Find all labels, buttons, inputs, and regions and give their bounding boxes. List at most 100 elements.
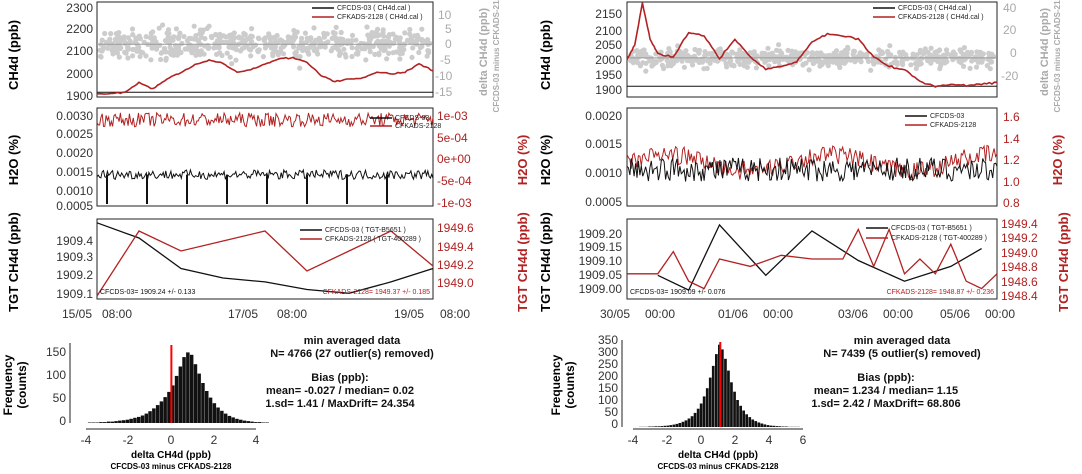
histogram-bar xyxy=(193,364,198,423)
histogram-bar xyxy=(152,408,156,423)
delta-point xyxy=(152,44,158,50)
delta-point xyxy=(640,60,646,66)
delta-point xyxy=(224,50,230,56)
x-tick: -2 xyxy=(662,433,673,447)
histogram-bar xyxy=(91,422,96,423)
histogram-bar xyxy=(133,417,137,423)
delta-point xyxy=(419,43,425,49)
delta-point xyxy=(844,54,850,60)
histogram-bar xyxy=(201,383,205,423)
y2-axis-sublabel: CFCDS-03 minus CFKADS-2128 xyxy=(492,0,501,112)
y-tick: 1900 xyxy=(595,83,622,97)
delta-point xyxy=(275,52,281,58)
delta-point xyxy=(137,48,143,55)
delta-point xyxy=(689,62,696,68)
y2-tick: 1e-03 xyxy=(437,109,468,123)
delta-point xyxy=(717,46,723,52)
delta-point xyxy=(148,57,154,63)
delta-point xyxy=(148,30,154,36)
histogram-bar xyxy=(216,407,220,423)
delta-point xyxy=(390,31,396,37)
delta-point xyxy=(963,54,969,60)
delta-point xyxy=(987,66,993,72)
y-tick: 50 xyxy=(53,391,67,405)
delta-point xyxy=(696,50,702,56)
delta-point xyxy=(822,59,829,65)
histogram-bar xyxy=(690,416,694,427)
delta-point xyxy=(958,49,964,55)
histogram-bar xyxy=(242,420,247,423)
y-tick: 50 xyxy=(605,405,619,419)
y-tick: 0.0010 xyxy=(585,166,622,180)
delta-point xyxy=(834,52,840,58)
delta-point xyxy=(313,37,319,43)
stats-line: Bias (ppb): xyxy=(311,372,368,384)
delta-point xyxy=(643,51,649,57)
histogram-bar xyxy=(681,421,685,427)
x-axis-sublabel: CFCDS-03 minus CFKADS-2128 xyxy=(658,462,779,471)
delta-point xyxy=(372,51,378,58)
delta-point xyxy=(285,38,291,44)
delta-point xyxy=(404,37,411,44)
histogram-bar xyxy=(696,408,700,427)
delta-point xyxy=(397,56,403,62)
y2-tick: 40 xyxy=(1003,1,1017,15)
histogram-bar xyxy=(99,422,103,423)
delta-point xyxy=(364,24,370,30)
y2-tick: 1949.6 xyxy=(437,221,474,235)
y2-tick: -5e-04 xyxy=(437,174,472,188)
y2-tick: 1949.4 xyxy=(1001,217,1038,231)
delta-point xyxy=(271,34,277,40)
delta-point xyxy=(266,31,272,37)
delta-point xyxy=(125,35,131,41)
delta-point xyxy=(107,36,113,42)
delta-point xyxy=(242,39,248,45)
delta-point xyxy=(305,37,311,44)
delta-point xyxy=(367,49,373,55)
histogram-bar xyxy=(708,377,712,427)
y-axis-label: Frequency xyxy=(1,354,15,415)
legend-entry: CFKADS-2128 xyxy=(395,123,441,130)
delta-point xyxy=(386,43,392,49)
histogram-bar xyxy=(205,391,209,423)
histogram-bar xyxy=(651,426,654,427)
delta-point xyxy=(143,53,149,59)
delta-point xyxy=(291,44,297,50)
y-axis-label: TGT CH4d (ppb) xyxy=(6,212,21,312)
delta-point xyxy=(151,39,157,45)
delta-point xyxy=(865,58,872,64)
delta-point xyxy=(659,62,666,68)
histogram-bar xyxy=(760,423,764,427)
histogram-bar xyxy=(129,418,133,423)
delta-point xyxy=(407,31,413,37)
delta-point xyxy=(302,30,308,36)
delta-point xyxy=(744,64,751,70)
delta-point xyxy=(191,36,197,42)
delta-point xyxy=(349,32,356,39)
y-tick: 2200 xyxy=(66,22,93,36)
delta-point xyxy=(158,56,164,63)
y-tick: 0.0025 xyxy=(56,127,93,141)
delta-point xyxy=(110,44,116,50)
delta-point xyxy=(234,42,240,48)
y-tick: 0.0005 xyxy=(585,195,622,209)
delta-point xyxy=(837,64,843,71)
delta-point xyxy=(942,60,948,66)
x-tick: 30/05 xyxy=(600,307,630,321)
legend-entry: CFKADS-2128 xyxy=(930,122,976,129)
stats-line: mean= 1.234 / median= 1.15 xyxy=(814,385,958,397)
y-tick: 1900 xyxy=(66,89,93,103)
delta-point xyxy=(666,46,672,52)
histogram-bar xyxy=(235,418,239,423)
delta-point xyxy=(979,51,985,57)
y-axis-label: CH4d (ppb) xyxy=(6,20,21,90)
delta-point xyxy=(130,53,136,59)
delta-point xyxy=(166,30,172,37)
delta-point xyxy=(321,30,327,36)
delta-point xyxy=(156,25,162,31)
plot-frame xyxy=(96,1,434,98)
delta-point xyxy=(848,57,854,63)
delta-point xyxy=(347,38,353,44)
y-tick: 200 xyxy=(598,369,618,383)
y-axis-label-units: (counts) xyxy=(563,361,577,408)
